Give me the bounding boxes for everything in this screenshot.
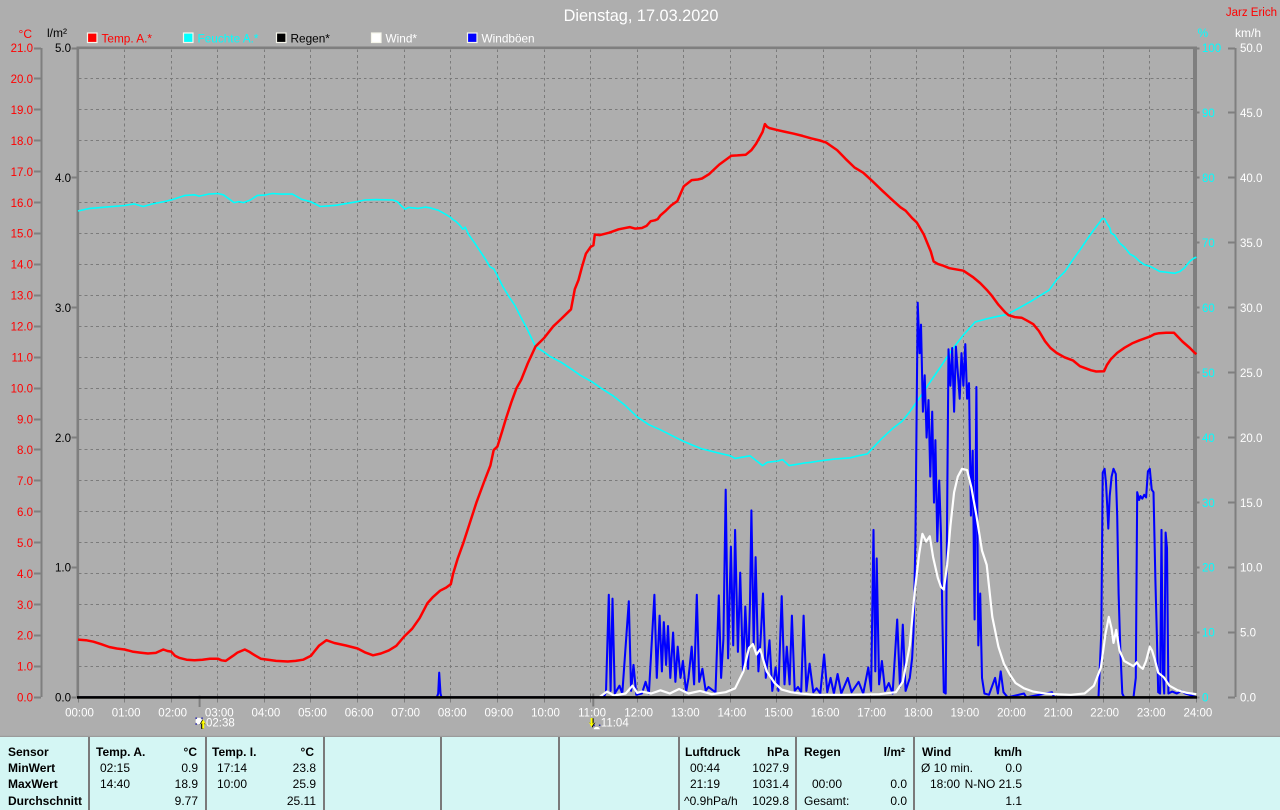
svg-text:11:00: 11:00 (578, 708, 606, 720)
svg-text:13:00: 13:00 (671, 708, 700, 720)
svg-text:06:00: 06:00 (345, 708, 374, 720)
svg-text:20:00: 20:00 (997, 708, 1026, 720)
svg-text:°C: °C (19, 27, 33, 41)
svg-text:18:00: 18:00 (904, 708, 933, 720)
svg-text:10:00: 10:00 (531, 708, 560, 720)
svg-text:21.0: 21.0 (11, 43, 33, 55)
svg-text:l/m²: l/m² (47, 26, 67, 40)
svg-text:30: 30 (1202, 498, 1215, 510)
svg-text:0: 0 (1202, 693, 1208, 705)
svg-text:60: 60 (1202, 303, 1215, 315)
svg-text:30.0: 30.0 (1240, 303, 1262, 315)
svg-text:11:04: 11:04 (601, 718, 630, 730)
svg-text:16.0: 16.0 (11, 198, 33, 210)
svg-text:10: 10 (1202, 628, 1215, 640)
svg-text:6.0: 6.0 (17, 507, 33, 519)
svg-text:Dienstag, 17.03.2020: Dienstag, 17.03.2020 (564, 7, 719, 25)
svg-text:11.0: 11.0 (11, 352, 33, 364)
svg-text:40.0: 40.0 (1240, 173, 1262, 185)
svg-text:0.0: 0.0 (1240, 693, 1256, 705)
svg-text:2.0: 2.0 (55, 433, 71, 445)
svg-text:50.0: 50.0 (1240, 43, 1262, 55)
svg-text:21:00: 21:00 (1044, 708, 1073, 720)
svg-text:45.0: 45.0 (1240, 108, 1262, 120)
svg-text:Jarz Erich: Jarz Erich (1226, 7, 1277, 19)
svg-text:5.0: 5.0 (17, 538, 33, 550)
svg-text:15.0: 15.0 (11, 229, 33, 241)
svg-text:07:00: 07:00 (391, 708, 420, 720)
svg-text:15.0: 15.0 (1240, 498, 1262, 510)
svg-text:9.0: 9.0 (17, 414, 33, 426)
svg-text:35.0: 35.0 (1240, 238, 1262, 250)
svg-text:05:00: 05:00 (298, 708, 327, 720)
svg-text:5.0: 5.0 (1240, 628, 1256, 640)
svg-text:20.0: 20.0 (11, 74, 33, 86)
svg-text:02:00: 02:00 (158, 708, 187, 720)
svg-text:25.0: 25.0 (1240, 368, 1262, 380)
svg-text:8.0: 8.0 (17, 445, 33, 457)
svg-text:01:00: 01:00 (112, 708, 141, 720)
svg-text:22:00: 22:00 (1090, 708, 1119, 720)
svg-text:12.0: 12.0 (11, 322, 33, 334)
svg-text:Wind*: Wind* (386, 32, 418, 46)
svg-text:4.0: 4.0 (55, 173, 71, 185)
svg-text:23:00: 23:00 (1137, 708, 1166, 720)
svg-text:12:00: 12:00 (624, 708, 653, 720)
svg-text:00:00: 00:00 (65, 708, 94, 720)
svg-text:14.0: 14.0 (11, 260, 33, 272)
svg-text:19:00: 19:00 (951, 708, 980, 720)
svg-text:17:00: 17:00 (857, 708, 886, 720)
svg-text:40: 40 (1202, 433, 1215, 445)
svg-text:3.0: 3.0 (55, 303, 71, 315)
svg-text:10.0: 10.0 (11, 383, 33, 395)
svg-text:80: 80 (1202, 173, 1215, 185)
svg-text:19.0: 19.0 (11, 105, 33, 117)
svg-text:70: 70 (1202, 238, 1215, 250)
svg-text:04:00: 04:00 (252, 708, 281, 720)
svg-text:Temp. A.*: Temp. A.* (102, 32, 153, 46)
svg-text:50: 50 (1202, 368, 1215, 380)
svg-text:15:00: 15:00 (764, 708, 793, 720)
svg-text:4.0: 4.0 (17, 569, 33, 581)
svg-text:14:00: 14:00 (718, 708, 747, 720)
svg-text:Regen*: Regen* (291, 32, 331, 46)
svg-text:5.0: 5.0 (55, 43, 71, 55)
svg-text:02:38: 02:38 (206, 718, 235, 730)
svg-text:%: % (1198, 26, 1209, 40)
svg-text:0.0: 0.0 (55, 693, 71, 705)
svg-text:2.0: 2.0 (17, 631, 33, 643)
svg-text:10.0: 10.0 (1240, 563, 1262, 575)
svg-text:17.0: 17.0 (11, 167, 33, 179)
svg-text:09:00: 09:00 (485, 708, 514, 720)
svg-text:13.0: 13.0 (11, 291, 33, 303)
svg-text:1.0: 1.0 (55, 563, 71, 575)
svg-text:Feuchte A.*: Feuchte A.* (198, 32, 259, 46)
svg-text:03:00: 03:00 (205, 708, 234, 720)
svg-text:08:00: 08:00 (438, 708, 467, 720)
svg-text:0.0: 0.0 (17, 693, 33, 705)
svg-text:20: 20 (1202, 563, 1215, 575)
svg-text:3.0: 3.0 (17, 600, 33, 612)
svg-text:7.0: 7.0 (17, 476, 33, 488)
svg-text:16:00: 16:00 (811, 708, 840, 720)
svg-text:100: 100 (1202, 43, 1221, 55)
svg-text:90: 90 (1202, 108, 1215, 120)
svg-text:18.0: 18.0 (11, 136, 33, 148)
svg-text:Windböen: Windböen (482, 32, 535, 46)
svg-text:20.0: 20.0 (1240, 433, 1262, 445)
svg-text:24:00: 24:00 (1184, 708, 1213, 720)
svg-text:km/h: km/h (1235, 26, 1261, 40)
svg-text:1.0: 1.0 (17, 662, 33, 674)
